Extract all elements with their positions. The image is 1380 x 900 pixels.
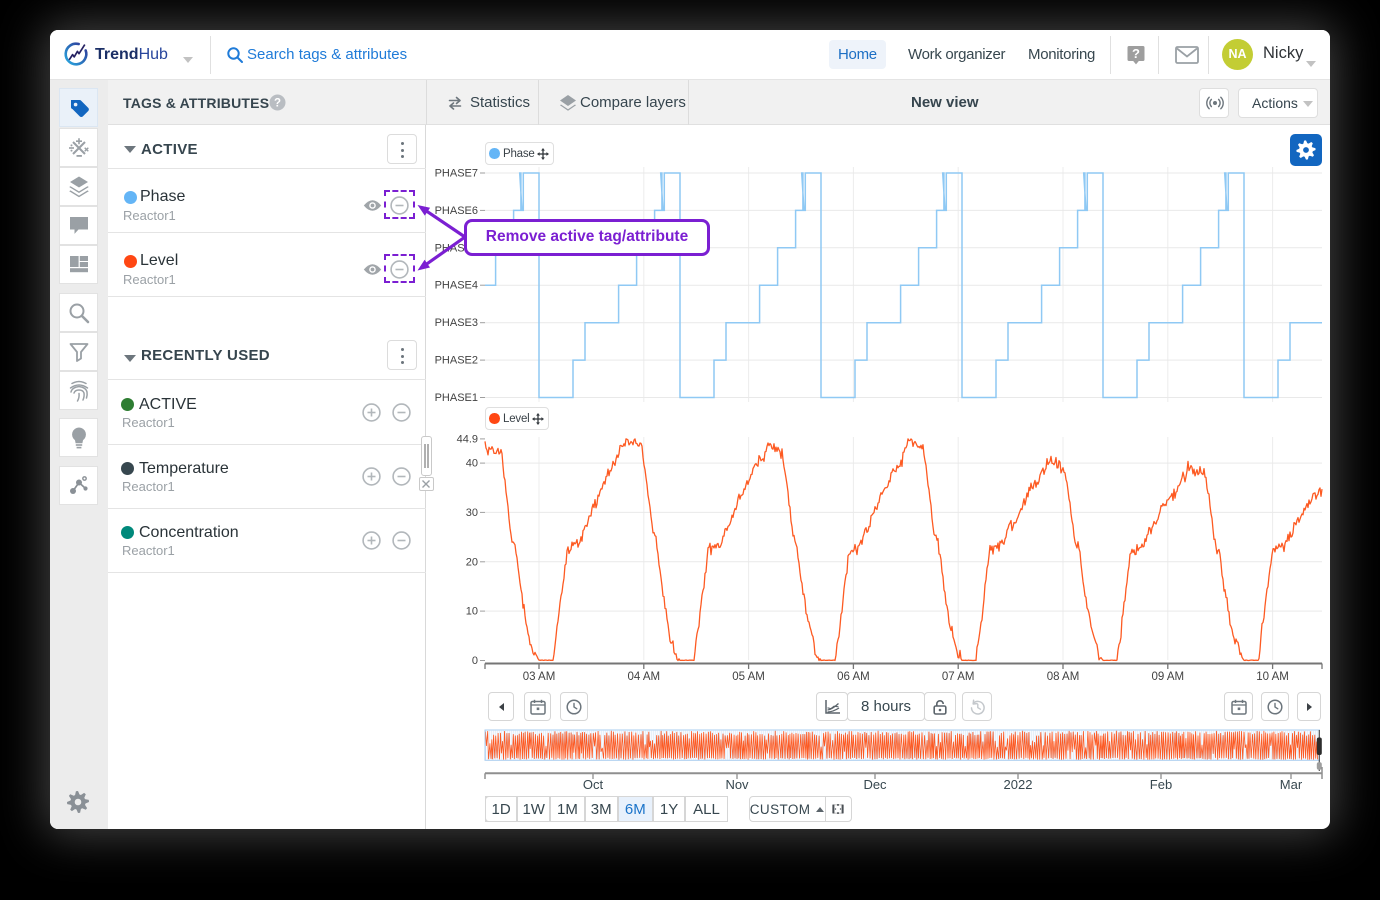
svg-text:05 AM: 05 AM [732, 671, 765, 683]
svg-text:2022: 2022 [1004, 777, 1033, 792]
svg-text:09 AM: 09 AM [1151, 671, 1184, 683]
svg-text:20: 20 [466, 556, 478, 568]
svg-text:PHASE3: PHASE3 [435, 317, 478, 329]
svg-text:06 AM: 06 AM [837, 671, 870, 683]
svg-text:Dec: Dec [863, 777, 887, 792]
svg-text:44.9: 44.9 [457, 433, 478, 445]
svg-text:03 AM: 03 AM [523, 671, 556, 683]
svg-text:PHASE1: PHASE1 [435, 392, 478, 404]
svg-text:10: 10 [466, 606, 478, 618]
svg-text:Mar: Mar [1280, 777, 1303, 792]
svg-text:Nov: Nov [725, 777, 749, 792]
svg-text:10 AM: 10 AM [1256, 671, 1289, 683]
svg-text:?: ? [1132, 46, 1140, 61]
svg-text:PHASE6: PHASE6 [435, 205, 478, 217]
svg-text:PHASE4: PHASE4 [435, 280, 478, 292]
svg-text:0: 0 [472, 655, 478, 667]
svg-text:Oct: Oct [583, 777, 604, 792]
svg-text:PHASE2: PHASE2 [435, 355, 478, 367]
svg-text:04 AM: 04 AM [627, 671, 660, 683]
svg-text:Feb: Feb [1150, 777, 1172, 792]
svg-text:?: ? [274, 98, 281, 110]
svg-text:07 AM: 07 AM [942, 671, 975, 683]
svg-text:PHASE7: PHASE7 [435, 168, 478, 180]
svg-text:08 AM: 08 AM [1047, 671, 1080, 683]
svg-text:30: 30 [466, 507, 478, 519]
svg-text:40: 40 [466, 458, 478, 470]
